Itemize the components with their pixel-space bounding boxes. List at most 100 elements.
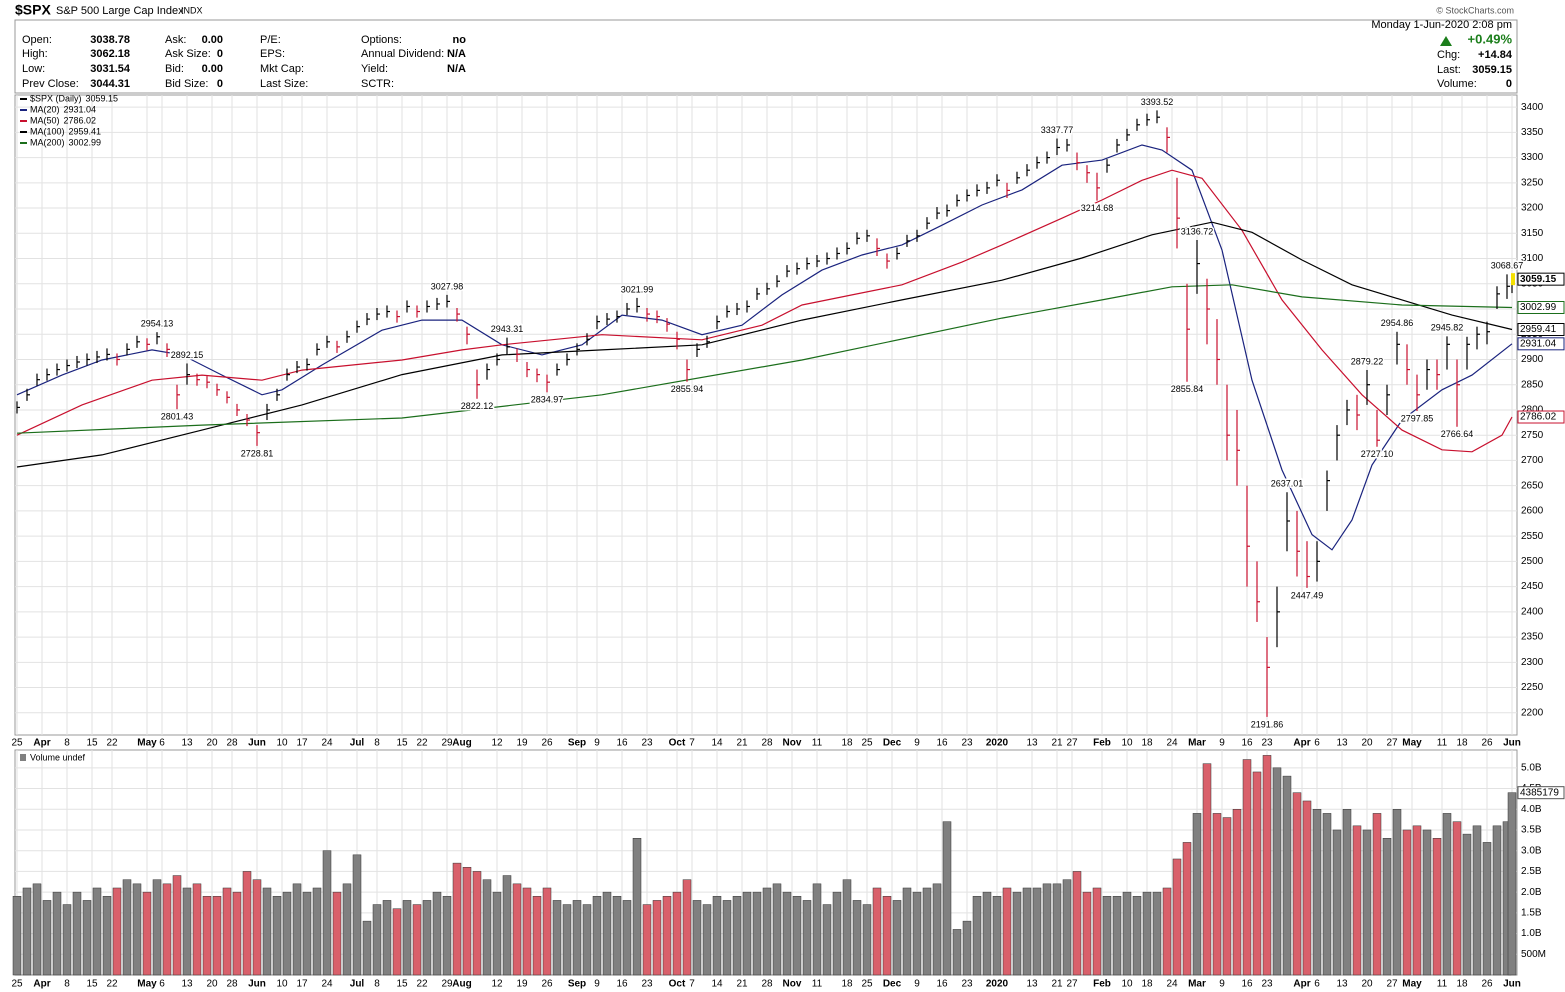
volume-bar (962, 920, 972, 976)
value-box-label: 2931.04 (1520, 338, 1557, 349)
x-tick-label: 8 (64, 979, 70, 990)
volume-bar (242, 871, 252, 976)
x-tick-label: 16 (936, 738, 948, 749)
volume-bar (132, 883, 142, 976)
volume-bar (1122, 891, 1132, 976)
volume-bar (1402, 829, 1412, 976)
volume-bar (162, 883, 172, 976)
x-tick-label: 26 (1481, 979, 1493, 990)
volume-bar (522, 887, 532, 976)
price-annotation: 3027.98 (431, 281, 464, 291)
field-value: 3044.31 (90, 78, 130, 90)
price-annotation: 2637.01 (1271, 479, 1304, 489)
x-tick-label: 22 (106, 738, 118, 749)
price-annotation: 3393.52 (1141, 97, 1174, 107)
value-box-label: 2786.02 (1520, 412, 1557, 423)
volume-bar (872, 887, 882, 976)
x-tick-label: 24 (1166, 979, 1178, 990)
x-tick-label: 23 (961, 979, 973, 990)
x-tick-label: 8 (374, 738, 380, 749)
x-tick-label: Apr (33, 738, 50, 749)
x-tick-label: 25 (11, 979, 23, 990)
volume-bar (352, 854, 362, 976)
x-tick-label: 26 (541, 738, 553, 749)
x-tick-label: 18 (1456, 738, 1468, 749)
volume-bar (1032, 887, 1042, 976)
volume-bar (1462, 833, 1472, 976)
field-label: Yield: (361, 63, 388, 75)
volume-bar (792, 896, 802, 976)
value-box-label: 3002.99 (1520, 302, 1557, 313)
volume-bar (52, 891, 62, 976)
price-panel (14, 94, 1518, 736)
chg-label: Chg: (1437, 49, 1460, 61)
y-tick-label: 3200 (1521, 203, 1544, 214)
volume-bar (62, 904, 72, 976)
volume-bar (662, 896, 672, 976)
x-tick-label: 7 (689, 738, 695, 749)
value-box (1517, 786, 1565, 800)
price-annotation: 2945.82 (1431, 323, 1464, 333)
x-tick-label: 25 (11, 738, 23, 749)
x-tick-label: May (1402, 979, 1422, 990)
legend-icon (20, 754, 26, 761)
x-tick-label: 2020 (986, 738, 1009, 749)
x-tick-label: 14 (711, 738, 723, 749)
y-tick-label: 2250 (1521, 682, 1544, 693)
volume-bar (1262, 755, 1272, 976)
y-tick-label: 2900 (1521, 354, 1544, 365)
y-tick-label: 2300 (1521, 657, 1544, 668)
price-annotation: 3021.99 (621, 284, 654, 294)
volume-tick-label: 500M (1521, 949, 1546, 960)
x-tick-label: 22 (416, 738, 428, 749)
y-tick-label: 3150 (1521, 228, 1544, 239)
y-tick-label: 3300 (1521, 152, 1544, 163)
legend-value: 2786.02 (64, 115, 97, 125)
x-tick-label: 18 (841, 979, 853, 990)
price-annotation: 3214.68 (1081, 203, 1114, 213)
price-annotation: 2892.15 (171, 350, 204, 360)
volume-bar (252, 879, 262, 976)
volume-bar (282, 891, 292, 976)
x-tick-label: Mar (1188, 979, 1206, 990)
ma-line (16, 221, 1513, 468)
x-tick-label: 16 (616, 738, 628, 749)
value-box-label: 4385179 (1520, 787, 1559, 798)
x-tick-label: 11 (812, 979, 823, 990)
volume-bar (922, 887, 932, 976)
x-tick-label: 21 (1051, 979, 1063, 990)
price-annotation: 2879.22 (1351, 356, 1384, 366)
x-tick-label: 10 (1121, 979, 1133, 990)
x-tick-label: 9 (594, 979, 600, 990)
legend-label: $SPX (Daily) (30, 93, 82, 103)
volume-bar (1152, 891, 1162, 976)
volume-bar (1422, 829, 1432, 976)
x-tick-label: Feb (1093, 738, 1111, 749)
value-box-label: 3059.15 (1520, 274, 1557, 285)
x-tick-label: Jun (1503, 979, 1521, 990)
field-label: High: (22, 48, 48, 60)
volume-bar (482, 879, 492, 976)
x-tick-label: 23 (641, 738, 653, 749)
x-tick-label: 22 (106, 979, 118, 990)
field-value: 0 (217, 48, 223, 60)
y-tick-label: 2850 (1521, 379, 1544, 390)
y-tick-label: 2350 (1521, 632, 1544, 643)
y-tick-label: 2800 (1521, 405, 1544, 416)
volume-bar (1372, 813, 1382, 976)
field-label: EPS: (260, 48, 285, 60)
volume-bar (1042, 883, 1052, 976)
volume-bar (1052, 883, 1062, 976)
price-annotation: 2954.86 (1381, 318, 1414, 328)
x-tick-label: 11 (1437, 979, 1448, 990)
volume-bar (1382, 838, 1392, 976)
price-annotation: 2834.97 (531, 395, 564, 405)
x-tick-label: 13 (181, 979, 193, 990)
volume-bar (712, 896, 722, 976)
chart-title: $SPX (15, 2, 51, 18)
y-tick-label: 2700 (1521, 455, 1544, 466)
x-tick-label: 11 (812, 738, 823, 749)
volume-bar (1002, 887, 1012, 976)
y-tick-label: 3350 (1521, 127, 1544, 138)
volume-bar (692, 900, 702, 976)
